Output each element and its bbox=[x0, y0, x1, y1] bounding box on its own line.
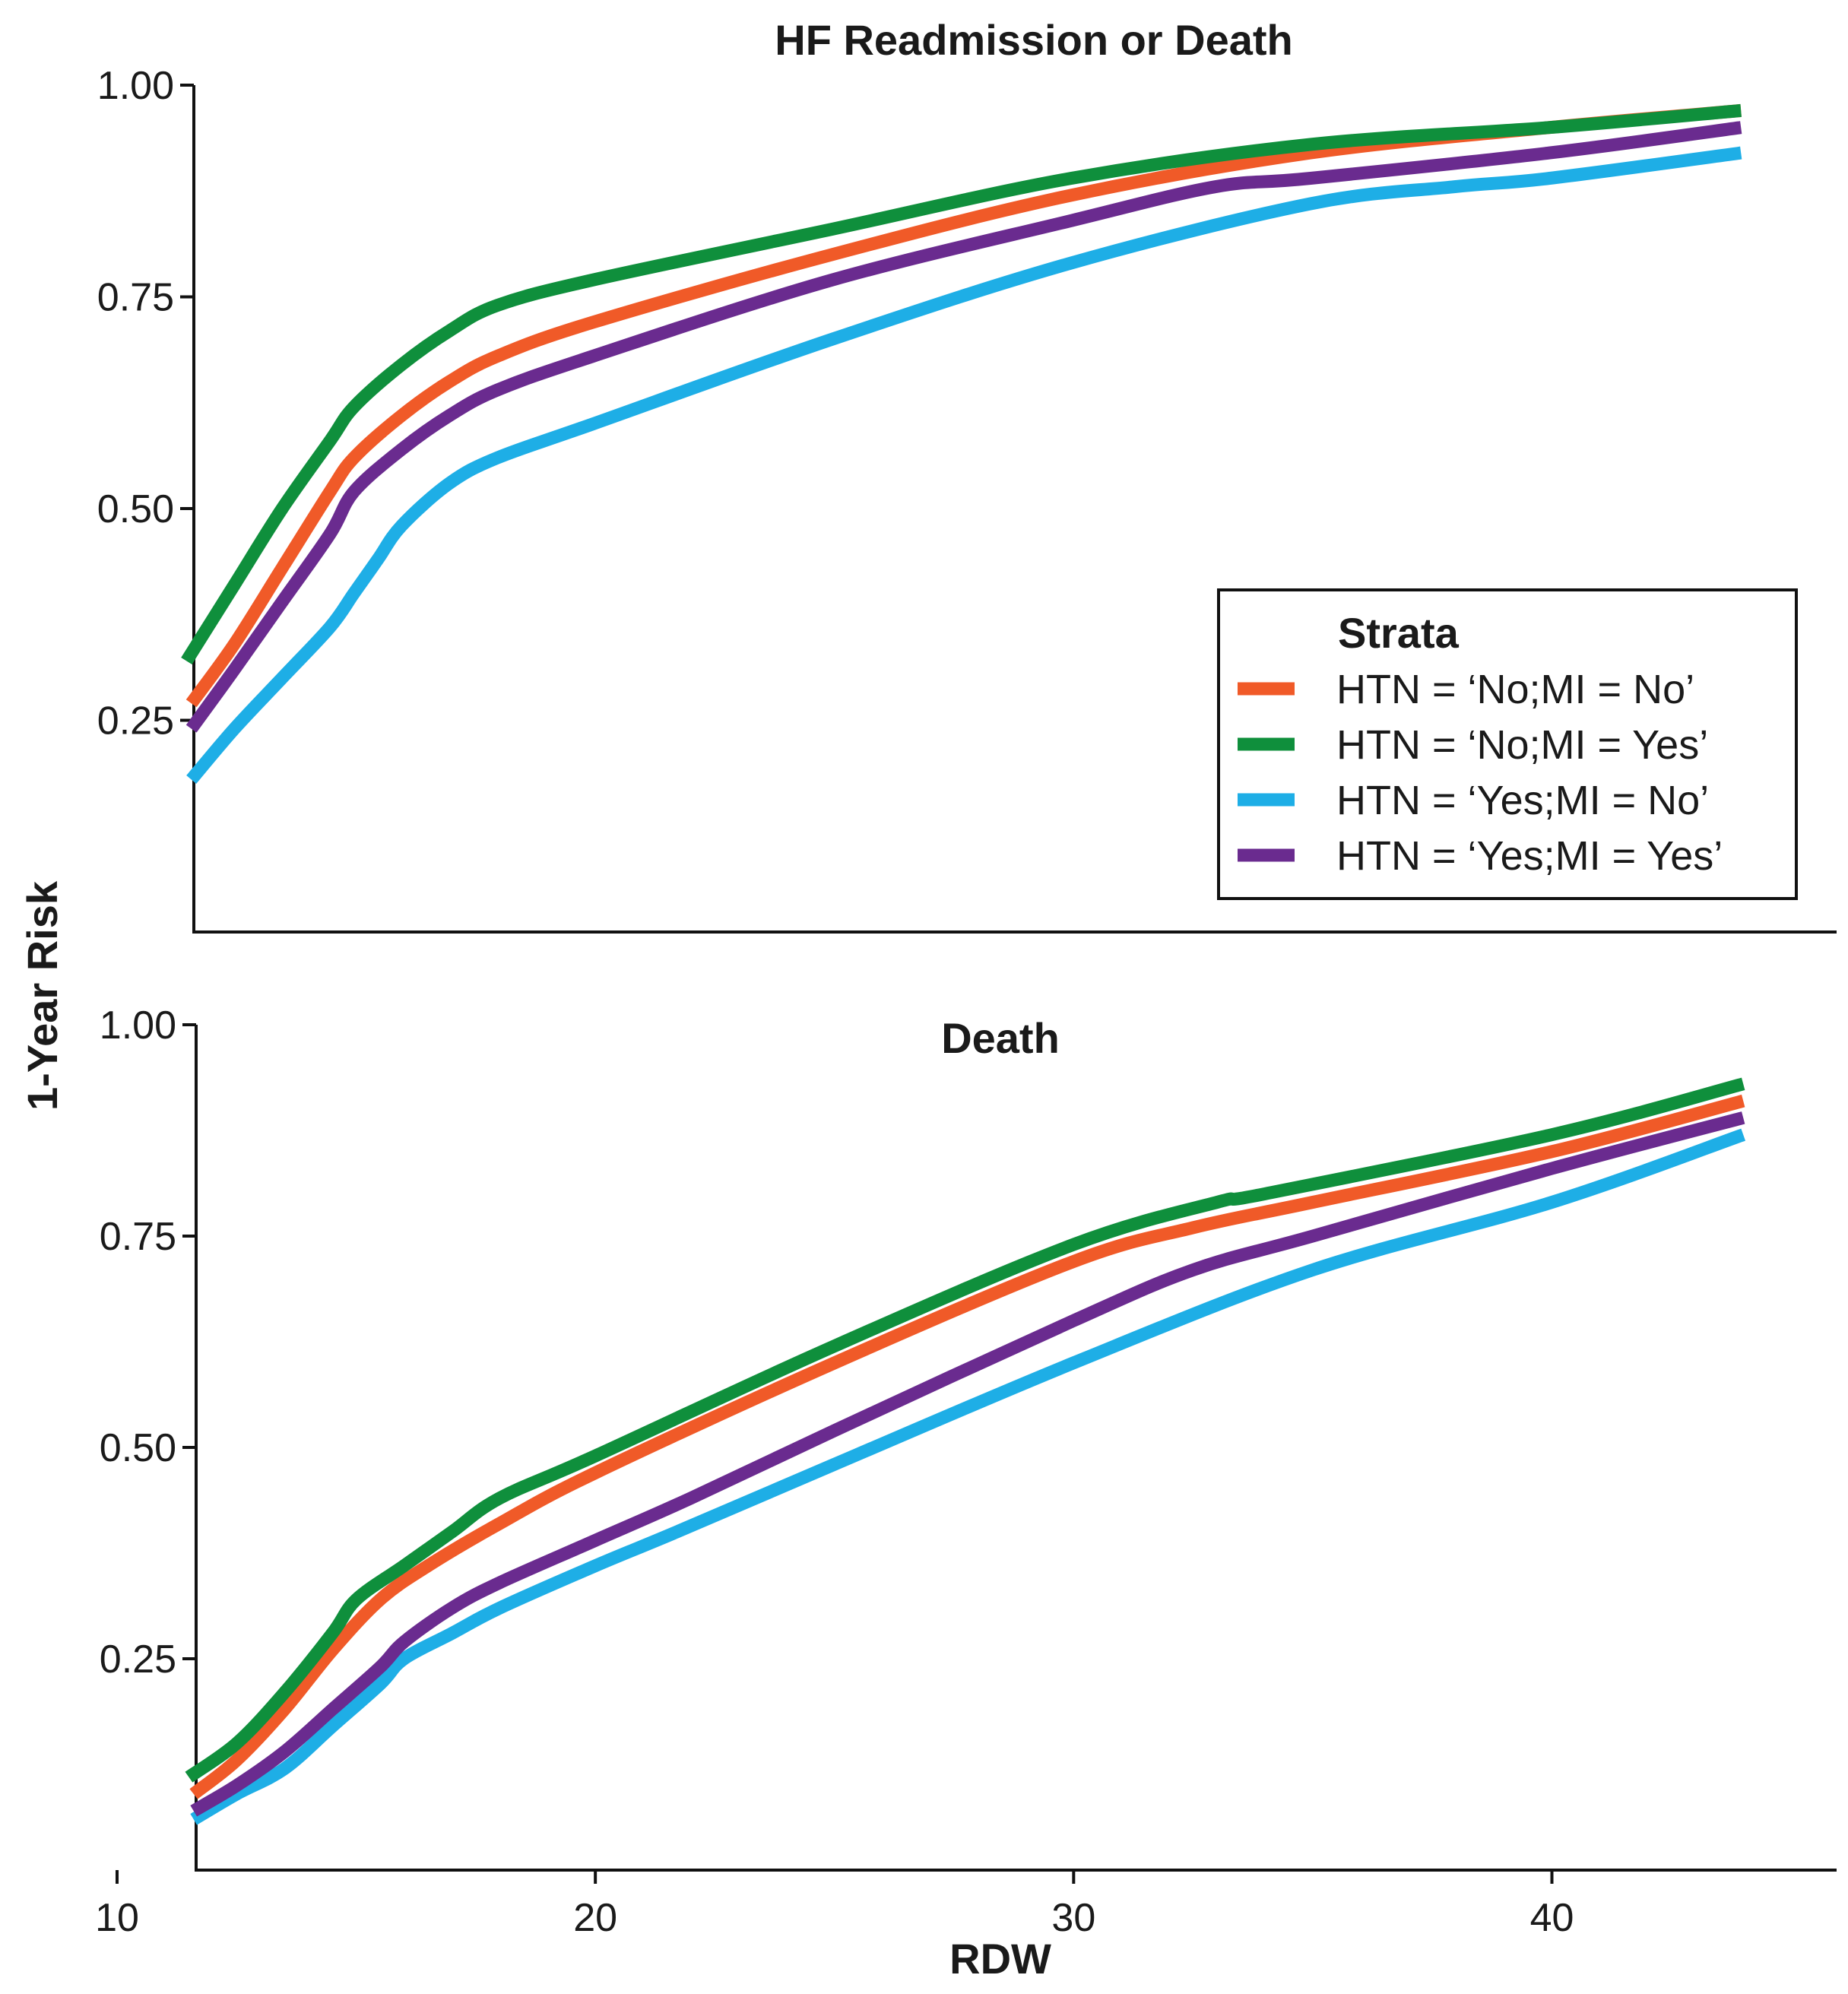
legend-box bbox=[1217, 588, 1798, 900]
legend-label-htn-no-mi-no: HTN = ‘No;MI = No’ bbox=[1336, 667, 1694, 712]
legend-label-htn-yes-mi-no: HTN = ‘Yes;MI = No’ bbox=[1336, 778, 1709, 823]
x-tick-label-20: 20 bbox=[573, 1896, 617, 1940]
x-tick-label-40: 40 bbox=[1530, 1896, 1574, 1940]
y-tick-label-top-0-75: 0.75 bbox=[97, 276, 174, 320]
y-ticks-top: 0.25 0.50 0.75 1.00 bbox=[97, 64, 194, 743]
series-line-bottom-htn-yes-mi-yes bbox=[190, 1111, 1745, 1817]
y-tick-label-bottom-1-00: 1.00 bbox=[100, 1003, 176, 1048]
series-line-bottom-htn-yes-mi-no bbox=[190, 1128, 1746, 1825]
legend-title: Strata bbox=[1338, 609, 1460, 657]
series-line-top-htn-yes-mi-no bbox=[186, 146, 1742, 784]
legend-items: HTN = ‘No;MI = No’ HTN = ‘No;MI = Yes’ HTN… bbox=[1238, 667, 1723, 879]
legend-label-htn-no-mi-yes: HTN = ‘No;MI = Yes’ bbox=[1336, 722, 1708, 768]
series-line-top-htn-no-mi-yes bbox=[181, 103, 1742, 665]
series-group-top bbox=[181, 103, 1742, 784]
series-line-bottom-htn-no-mi-no bbox=[189, 1094, 1745, 1799]
panel-death: Death 0.25 0.50 0.75 1.00 10 20 30 40 bbox=[95, 1003, 1837, 1940]
panel-hf-readmission-or-death: HF Readmission or Death 0.25 0.50 0.75 1.00… bbox=[97, 16, 1837, 934]
series-line-bottom-htn-no-mi-yes bbox=[185, 1077, 1745, 1783]
y-tick-label-bottom-0-50: 0.50 bbox=[100, 1426, 176, 1470]
x-axis-title: RDW bbox=[949, 1935, 1051, 1983]
y-tick-label-bottom-0-75: 0.75 bbox=[100, 1215, 176, 1259]
y-tick-label-bottom-0-25: 0.25 bbox=[100, 1637, 176, 1682]
panel-title-death: Death bbox=[941, 1014, 1060, 1062]
legend: Strata HTN = ‘No;MI = No’HTN = ‘No;MI = … bbox=[1217, 588, 1798, 900]
series-line-top-htn-yes-mi-yes bbox=[185, 121, 1742, 733]
y-tick-label-top-0-50: 0.50 bbox=[97, 487, 174, 531]
y-tick-label-top-1-00: 1.00 bbox=[97, 64, 174, 108]
legend-label-htn-yes-mi-yes: HTN = ‘Yes;MI = Yes’ bbox=[1336, 833, 1723, 879]
x-tick-label-30: 30 bbox=[1051, 1896, 1095, 1940]
y-ticks-bottom: 0.25 0.50 0.75 1.00 bbox=[100, 1003, 196, 1682]
panel-title-hf-readmission-or-death: HF Readmission or Death bbox=[775, 16, 1292, 64]
y-axis-title: 1-Year Risk bbox=[18, 880, 66, 1111]
x-ticks-bottom: 10 20 30 40 bbox=[95, 1870, 1574, 1940]
series-group-bottom bbox=[185, 1077, 1746, 1825]
y-tick-label-top-0-25: 0.25 bbox=[97, 699, 174, 743]
x-tick-label-10: 10 bbox=[95, 1896, 139, 1940]
